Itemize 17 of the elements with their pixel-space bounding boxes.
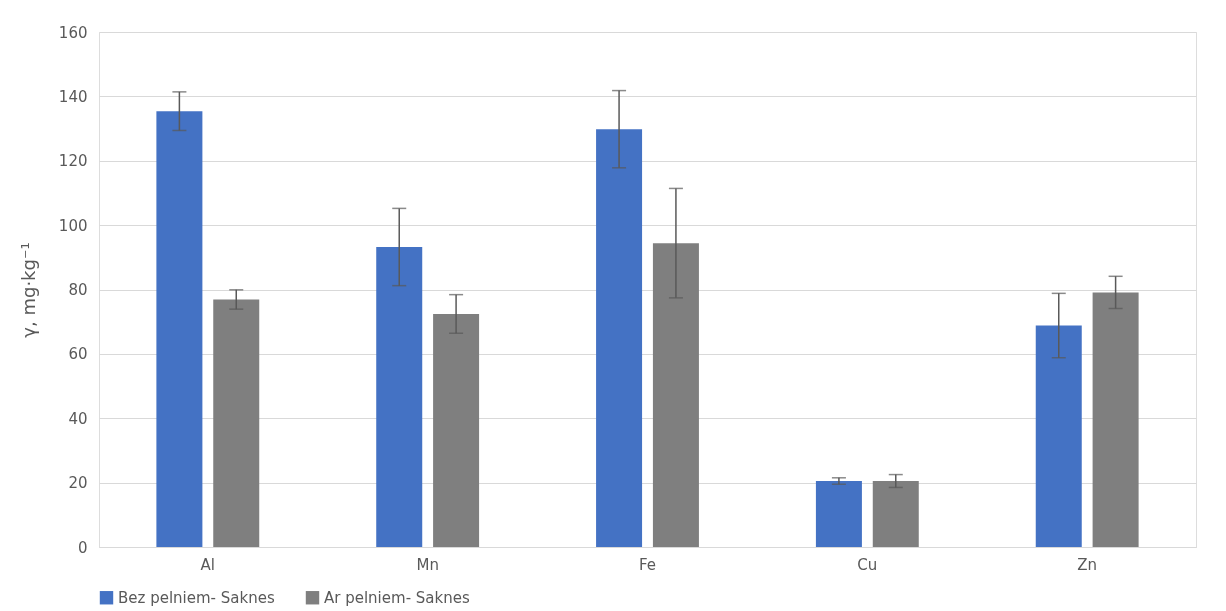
y-tick-label: 100 — [58, 216, 88, 235]
y-tick-label: 40 — [68, 409, 88, 428]
y-tick-label: 80 — [68, 281, 88, 299]
y-tick-label: 0 — [77, 538, 88, 557]
x-tick-label: Cu — [857, 555, 878, 574]
y-tick-label: 160 — [58, 23, 88, 42]
y-axis-title: γ, mg·kg⁻¹ — [17, 242, 39, 338]
legend-label: Bez pelniem- Saknes — [118, 588, 275, 607]
y-tick-label: 140 — [58, 87, 88, 106]
x-tick-label: Mn — [416, 555, 439, 574]
y-tick-label: 120 — [58, 152, 88, 171]
x-tick-label: Al — [200, 555, 216, 574]
y-tick-label: 20 — [68, 474, 88, 493]
x-tick-label: Fe — [638, 555, 657, 574]
x-tick-label: Zn — [1077, 555, 1098, 574]
y-tick-label: 60 — [68, 345, 88, 364]
legend-label: Ar pelniem- Saknes — [324, 588, 470, 607]
